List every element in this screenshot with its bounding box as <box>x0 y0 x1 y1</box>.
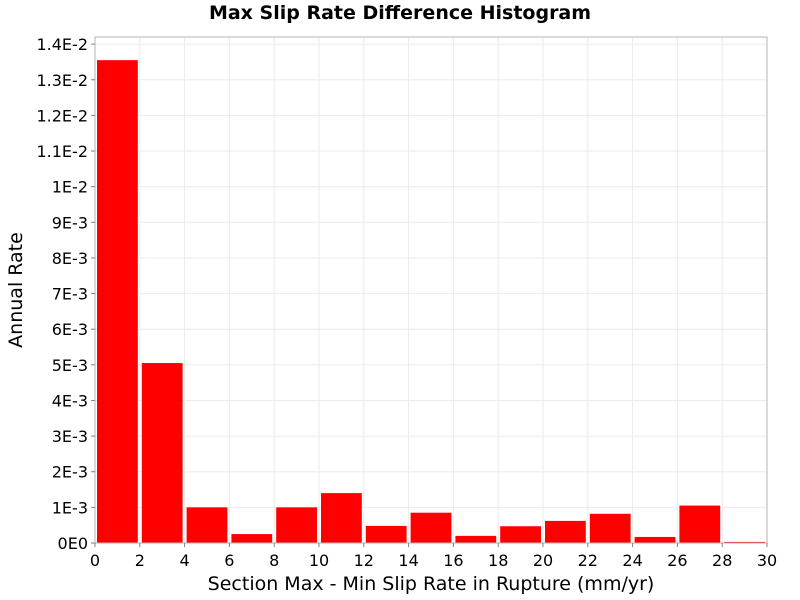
histogram-bar <box>545 520 586 543</box>
x-tick-label: 26 <box>667 551 687 570</box>
histogram-bar <box>679 505 721 543</box>
y-tick-label: 2E-3 <box>52 463 88 482</box>
x-axis-label: Section Max - Min Slip Rate in Rupture (… <box>207 573 655 595</box>
y-tick-label: 3E-3 <box>52 427 88 446</box>
y-axis-ticks: 0E0 1E-3 2E-3 3E-3 4E-3 5E-3 6E-3 7E-3 8E-3 9E-3 1… <box>36 35 95 553</box>
x-tick-label: 22 <box>578 551 598 570</box>
x-axis-ticks: 0 2 4 6 8 10 12 14 16 18 20 22 24 26 28 30 <box>90 543 777 570</box>
x-tick-label: 10 <box>309 551 329 570</box>
y-tick-label: 0E0 <box>58 534 88 553</box>
chart-title: Max Slip Rate Difference Histogram <box>208 2 592 24</box>
x-tick-label: 24 <box>622 551 642 570</box>
histogram-bar <box>141 363 183 543</box>
y-tick-label: 1E-3 <box>52 498 88 517</box>
y-tick-label: 1.1E-2 <box>36 142 88 161</box>
histogram-bar <box>634 536 676 543</box>
y-tick-label: 1.2E-2 <box>36 106 88 125</box>
x-tick-label: 20 <box>533 551 553 570</box>
y-tick-label: 1.3E-2 <box>36 71 88 90</box>
x-tick-label: 30 <box>757 551 777 570</box>
histogram-bar <box>276 507 317 543</box>
x-tick-label: 4 <box>180 551 190 570</box>
y-tick-label: 8E-3 <box>52 249 88 268</box>
histogram-bar <box>724 541 765 543</box>
histogram-bar <box>97 60 138 543</box>
grid-lines <box>94 37 768 544</box>
y-tick-label: 5E-3 <box>52 356 88 375</box>
x-tick-label: 16 <box>443 551 463 570</box>
x-tick-label: 28 <box>712 551 732 570</box>
histogram-bar <box>321 493 362 543</box>
y-tick-label: 9E-3 <box>52 213 88 232</box>
y-tick-label: 1.4E-2 <box>36 35 88 54</box>
x-tick-label: 12 <box>354 551 374 570</box>
plot-frame <box>94 36 768 544</box>
y-tick-label: 1E-2 <box>52 178 88 197</box>
x-tick-label: 18 <box>488 551 508 570</box>
x-tick-label: 8 <box>269 551 279 570</box>
histogram-bar <box>500 526 541 543</box>
y-tick-label: 7E-3 <box>52 285 88 304</box>
histogram-bar <box>589 513 631 543</box>
x-tick-label: 0 <box>90 551 100 570</box>
y-tick-label: 4E-3 <box>52 391 88 410</box>
histogram-bar <box>231 534 273 543</box>
histogram-bars <box>97 60 765 543</box>
histogram-bar <box>186 507 228 543</box>
histogram-bar <box>365 525 407 543</box>
x-tick-label: 6 <box>224 551 234 570</box>
x-tick-label: 14 <box>398 551 418 570</box>
y-tick-label: 6E-3 <box>52 320 88 339</box>
x-tick-label: 2 <box>135 551 145 570</box>
histogram-bar <box>410 512 452 543</box>
histogram-bar <box>455 535 497 543</box>
